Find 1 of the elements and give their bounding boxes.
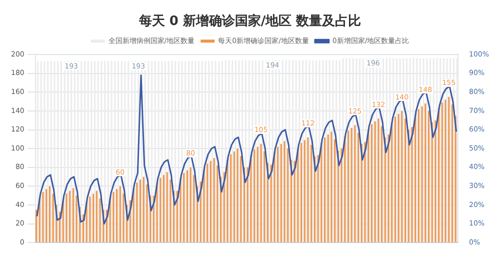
chart-title: 每天 0 新增确诊国家/地区 数量及占比: [138, 13, 362, 30]
